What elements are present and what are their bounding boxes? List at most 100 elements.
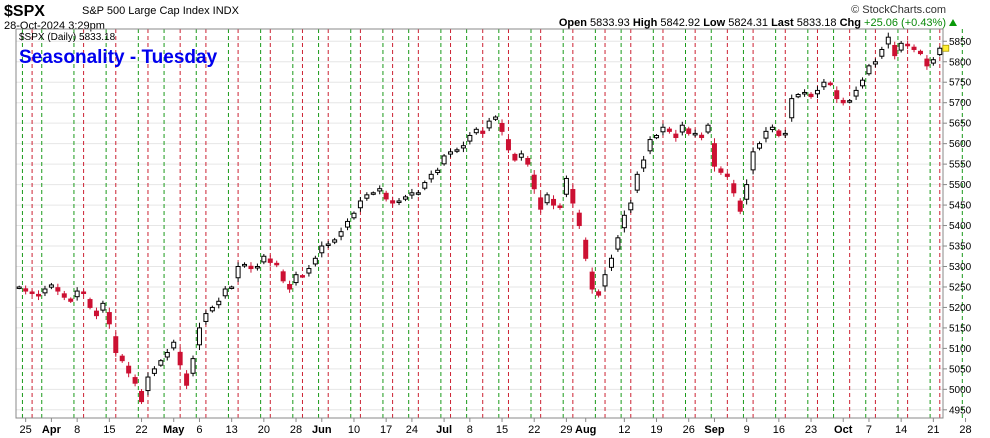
open-label: Open — [558, 17, 587, 29]
last-value: 5833.18 — [796, 17, 837, 29]
candle — [364, 192, 370, 201]
candle — [660, 123, 666, 136]
y-tick-label: 5450 — [949, 201, 972, 212]
x-tick-label: 28 — [959, 424, 971, 436]
candle — [126, 361, 132, 378]
high-label: High — [632, 17, 658, 29]
candle — [29, 289, 35, 296]
candle — [544, 192, 550, 206]
candle — [261, 253, 267, 265]
candle — [428, 170, 434, 183]
candle — [557, 203, 563, 210]
x-tick-label: 13 — [226, 424, 238, 436]
candle — [782, 129, 788, 139]
candle — [711, 138, 717, 172]
y-tick-label: 4950 — [949, 405, 972, 416]
y-tick-label: 5700 — [949, 98, 972, 109]
candle — [641, 155, 647, 173]
candle — [744, 179, 750, 205]
candle — [345, 218, 351, 231]
candle — [36, 290, 42, 301]
candle — [467, 132, 473, 145]
candle — [106, 307, 112, 329]
candle — [274, 260, 280, 268]
candle — [23, 285, 29, 295]
candle — [911, 44, 917, 53]
candle — [892, 41, 898, 60]
chart-security-name: S&P 500 Large Cap Index INDX — [82, 5, 239, 17]
candle — [518, 150, 524, 161]
candle — [505, 136, 511, 154]
candle — [583, 237, 589, 262]
candle — [898, 40, 904, 53]
y-tick-label: 5750 — [949, 78, 972, 89]
candle — [486, 117, 492, 132]
x-tick-label: Jul — [436, 424, 452, 436]
plot-frame — [15, 28, 944, 419]
candle — [299, 274, 305, 279]
candle — [853, 86, 859, 100]
candle — [42, 285, 48, 297]
candle — [814, 86, 820, 99]
candle — [351, 211, 357, 220]
x-tick-label: 28 — [290, 424, 302, 436]
x-tick-label: 23 — [805, 424, 817, 436]
grid-lines — [16, 40, 943, 411]
x-tick-label: 26 — [683, 424, 695, 436]
y-tick-label: 5850 — [949, 37, 972, 48]
candle — [139, 389, 145, 405]
candle — [917, 49, 923, 56]
candle — [692, 129, 698, 138]
y-tick-label: 5600 — [949, 139, 972, 150]
x-tick-label: 8 — [467, 424, 473, 436]
candle — [242, 262, 248, 268]
candle — [209, 305, 215, 313]
candle — [383, 190, 389, 202]
chg-value: +25.06 (+0.43%) — [864, 17, 946, 29]
brand-credit: © StockCharts.com — [851, 4, 946, 16]
candle — [229, 285, 235, 290]
chart-symbol: $SPX — [4, 3, 45, 20]
candle — [248, 262, 254, 273]
candle — [306, 265, 312, 277]
candle — [860, 77, 866, 89]
candle — [802, 89, 808, 97]
x-tick-label: 8 — [74, 424, 80, 436]
candle — [531, 170, 537, 194]
candle — [596, 289, 602, 298]
candle — [473, 127, 479, 135]
open-value: 5833.93 — [590, 17, 630, 29]
x-tick-label: 20 — [258, 424, 270, 436]
weekday-markers — [21, 29, 963, 418]
candle — [48, 282, 54, 290]
candle — [737, 198, 743, 215]
candle — [847, 99, 853, 104]
candle — [177, 347, 183, 370]
candle — [267, 255, 273, 267]
candle — [87, 297, 93, 310]
candle — [905, 40, 911, 50]
candle — [93, 307, 99, 320]
candle — [151, 366, 157, 377]
candle — [158, 359, 164, 367]
low-label: Low — [703, 17, 726, 29]
y-axis: 4950 5000 5050 5100 5150 5200 5250 5300 5350 5400… — [943, 37, 972, 416]
chart-legend: $SPX (Daily) 5833.18 — [19, 32, 116, 43]
candle — [235, 262, 241, 282]
candle — [795, 93, 801, 99]
candle — [74, 287, 80, 301]
candle — [750, 147, 756, 175]
x-axis: 25 Apr 8 15 22 May 6 13 20 28 Jun 10 17 24 Jul 8 15 22 29 A… — [20, 418, 972, 436]
candle — [119, 353, 125, 363]
candle — [132, 374, 138, 387]
candle — [621, 210, 627, 233]
candle — [325, 241, 331, 249]
y-tick-label: 5300 — [949, 262, 972, 273]
y-tick-label: 5050 — [949, 364, 972, 375]
x-tick-label: Jun — [312, 424, 332, 436]
candle — [222, 286, 228, 299]
candle — [190, 355, 196, 377]
candle — [525, 155, 531, 167]
y-tick-label: 5350 — [949, 242, 972, 253]
